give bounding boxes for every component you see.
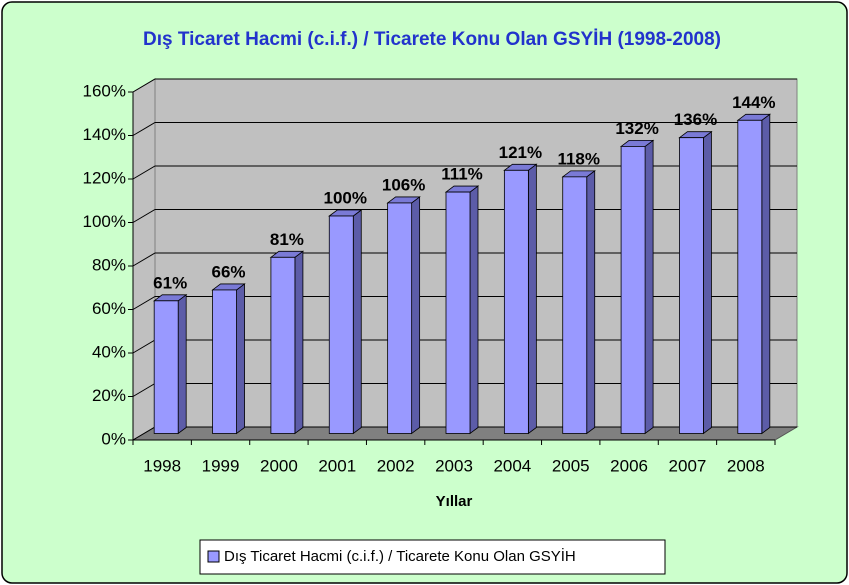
bar-side <box>644 139 654 435</box>
data-label: 118% <box>557 149 600 168</box>
bar-side <box>411 196 421 435</box>
y-tick-label: 140% <box>83 125 126 144</box>
bar-side <box>703 130 712 435</box>
data-label: 144% <box>732 93 775 112</box>
bar <box>211 283 246 435</box>
bar <box>678 130 713 435</box>
y-tick-label: 40% <box>92 342 126 361</box>
bar <box>561 170 596 435</box>
y-tick-label: 160% <box>83 81 126 100</box>
chart-title: Dış Ticaret Hacmi (c.i.f.) / Ticarete Ko… <box>143 29 721 50</box>
x-tick-label: 2008 <box>727 456 765 475</box>
legend-box <box>199 539 666 575</box>
x-tick-label: 2007 <box>669 456 707 475</box>
grid-line <box>132 122 797 136</box>
y-tick-label: 80% <box>92 255 126 274</box>
data-label: 66% <box>212 262 246 281</box>
data-label: 106% <box>382 175 425 194</box>
legend-label: Dış Ticaret Hacmi (c.i.f.) / Ticarete Ko… <box>224 547 576 565</box>
bar-front <box>620 145 646 434</box>
bar <box>444 185 480 435</box>
bar <box>152 294 188 435</box>
data-label: 81% <box>270 230 304 249</box>
legend-swatch <box>207 550 220 563</box>
bar-side <box>294 250 304 435</box>
bar <box>503 163 538 435</box>
x-tick-label: 2003 <box>435 456 473 475</box>
grid-line <box>132 165 797 180</box>
data-label: 61% <box>153 273 187 292</box>
bar <box>269 250 305 435</box>
bar-side <box>527 163 537 435</box>
bar-front <box>387 202 413 434</box>
x-tick-label: 1999 <box>202 456 240 475</box>
bar-side <box>761 113 771 435</box>
bar <box>736 113 772 435</box>
bar-front <box>503 169 529 434</box>
x-tick-label: 2005 <box>552 456 590 475</box>
x-tick-label: 1998 <box>143 456 181 475</box>
bar-front <box>153 300 179 434</box>
bar-front <box>270 256 296 434</box>
x-tick-label: 2001 <box>318 456 356 475</box>
x-axis-label: Yıllar <box>436 493 473 510</box>
bar-side <box>236 283 245 435</box>
y-tick-label: 100% <box>83 212 126 231</box>
grid-line <box>132 78 797 93</box>
y-tick-label: 20% <box>92 386 126 405</box>
bar-side <box>352 209 362 435</box>
data-label: 121% <box>499 143 542 162</box>
bar-front <box>328 215 354 434</box>
bar-front <box>445 191 471 434</box>
x-tick-label: 2006 <box>610 456 648 475</box>
bar-side <box>469 185 479 435</box>
data-label: 100% <box>324 188 367 207</box>
x-tick-label: 2004 <box>493 456 531 475</box>
bar-front <box>737 119 763 434</box>
bar-front <box>212 289 237 434</box>
x-tick-label: 2002 <box>377 456 415 475</box>
y-tick-label: 0% <box>101 429 126 448</box>
bar-side <box>177 294 187 435</box>
bar <box>619 139 655 435</box>
bar-front <box>679 137 704 434</box>
data-label: 136% <box>674 110 717 129</box>
x-tick-label: 2000 <box>260 456 298 475</box>
data-label: 111% <box>441 165 483 184</box>
bar-side <box>586 170 596 435</box>
data-label: 132% <box>615 119 658 138</box>
bar <box>386 196 421 435</box>
bar <box>328 209 363 435</box>
y-tick-label: 60% <box>92 299 126 318</box>
y-tick-label: 120% <box>83 168 126 187</box>
bar-front <box>562 176 588 434</box>
